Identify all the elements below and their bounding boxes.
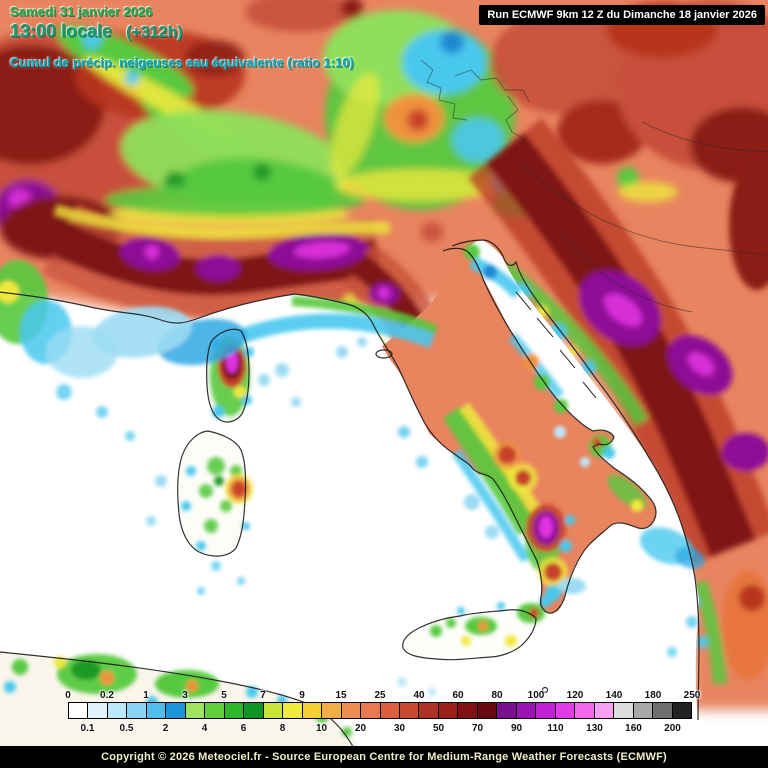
legend-label-top: 120 <box>566 690 584 701</box>
legend-cell-23 <box>516 703 537 718</box>
legend-label-bottom: 4 <box>201 723 208 734</box>
legend-cell-22 <box>497 703 517 718</box>
legend-label-bottom: 10 <box>315 723 328 734</box>
legend-label-bottom: 50 <box>432 723 445 734</box>
legend-label-bottom: 8 <box>279 723 286 734</box>
legend-label-top: 40 <box>413 690 425 701</box>
legend-cell-28 <box>614 703 634 718</box>
legend-cell-1 <box>88 703 108 718</box>
legend-cell-31 <box>672 703 691 718</box>
legend-label-bottom: 30 <box>393 723 406 734</box>
legend-label-bottom: 6 <box>240 723 247 734</box>
legend-cell-13 <box>322 703 342 718</box>
legend-label-bottom: 200 <box>664 723 681 734</box>
legend-cell-3 <box>127 703 147 718</box>
model-run-box: Run ECMWF 9km 12 Z du Dimanche 18 janvie… <box>479 5 765 25</box>
legend-label-bottom: 160 <box>625 723 642 734</box>
date-line: Samedi 31 janvier 2026 <box>10 4 153 19</box>
legend-cell-11 <box>283 703 303 718</box>
legend-cell-4 <box>146 703 167 718</box>
legend-cell-29 <box>633 703 654 718</box>
legend-cell-0 <box>69 703 89 718</box>
legend-cell-25 <box>555 703 576 718</box>
legend-label-bottom: 0.5 <box>119 723 134 734</box>
map-subtitle: Cumul de précip. neigeuses eau équivalen… <box>10 55 354 71</box>
legend-cell-19 <box>438 703 459 718</box>
legend-label-top: 100 <box>527 690 545 701</box>
legend-cell-15 <box>361 703 381 718</box>
legend-label-top: 80 <box>491 690 503 701</box>
legend-label-top: 25 <box>374 690 386 701</box>
legend-label-top: 7 <box>260 690 266 701</box>
country-borders <box>420 59 768 313</box>
legend-label-top: 0.2 <box>100 690 114 701</box>
legend-label-top: 3 <box>182 690 188 701</box>
time-line: 13:00 locale (+312h) <box>10 21 354 42</box>
legend-cell-21 <box>477 703 498 718</box>
legend-cell-24 <box>536 703 556 718</box>
legend-cell-14 <box>341 703 362 718</box>
legend-label-bottom: 110 <box>547 723 564 734</box>
legend-cell-5 <box>166 703 186 718</box>
legend-cell-27 <box>594 703 615 718</box>
legend-label-bottom: 20 <box>354 723 367 734</box>
legend-cell-9 <box>244 703 264 718</box>
legend-cell-6 <box>185 703 206 718</box>
coastlines <box>0 239 700 755</box>
copyright-text: Copyright © 2026 Meteociel.fr - Source E… <box>101 751 667 763</box>
local-time: 13:00 locale <box>10 21 113 42</box>
legend-cell-26 <box>575 703 595 718</box>
copyright-bar: Copyright © 2026 Meteociel.fr - Source E… <box>0 746 768 768</box>
legend-label-bottom: 0.1 <box>80 723 95 734</box>
sea-areas <box>0 240 699 752</box>
legend-label-bottom: 2 <box>162 723 169 734</box>
legend-cell-12 <box>302 703 323 718</box>
legend-cell-2 <box>107 703 128 718</box>
legend-label-top: 5 <box>221 690 227 701</box>
regional-precip-blobs <box>0 0 768 260</box>
legend-label-top: 250 <box>683 690 701 701</box>
legend-label-top: 60 <box>452 690 464 701</box>
legend-cell-30 <box>653 703 673 718</box>
legend-label-top: 9 <box>299 690 305 701</box>
precipitation-legend: 0 0.2 1 3 5 7 9 15 25 40 60 80 100 120 140 180 250 0.1 0.… <box>65 690 700 738</box>
legend-labels-bottom: 0.1 0.5 2 4 6 8 10 20 30 50 70 90 110 130 160 200 <box>68 723 692 734</box>
map-header: Samedi 31 janvier 2026 13:00 locale (+312… <box>10 4 354 71</box>
local-precip-details <box>0 244 705 737</box>
legend-cell-17 <box>399 703 420 718</box>
legend-label-bottom: 90 <box>510 723 523 734</box>
legend-label-top: 180 <box>644 690 662 701</box>
legend-label-bottom: 70 <box>471 723 484 734</box>
legend-label-top: 15 <box>335 690 347 701</box>
legend-labels-top: 0 0.2 1 3 5 7 9 15 25 40 60 80 100 120 140 180 250 <box>65 690 700 701</box>
legend-label-top: 0 <box>65 690 71 701</box>
legend-cell-16 <box>380 703 400 718</box>
legend-cell-10 <box>263 703 284 718</box>
legend-cell-7 <box>205 703 225 718</box>
forecast-offset: (+312h) <box>126 24 183 42</box>
legend-label-top: 1 <box>143 690 149 701</box>
legend-cell-20 <box>458 703 478 718</box>
legend-color-bar <box>68 702 692 719</box>
legend-cell-18 <box>419 703 439 718</box>
legend-cell-8 <box>224 703 245 718</box>
legend-label-bottom: 130 <box>586 723 603 734</box>
legend-label-top: 140 <box>605 690 623 701</box>
